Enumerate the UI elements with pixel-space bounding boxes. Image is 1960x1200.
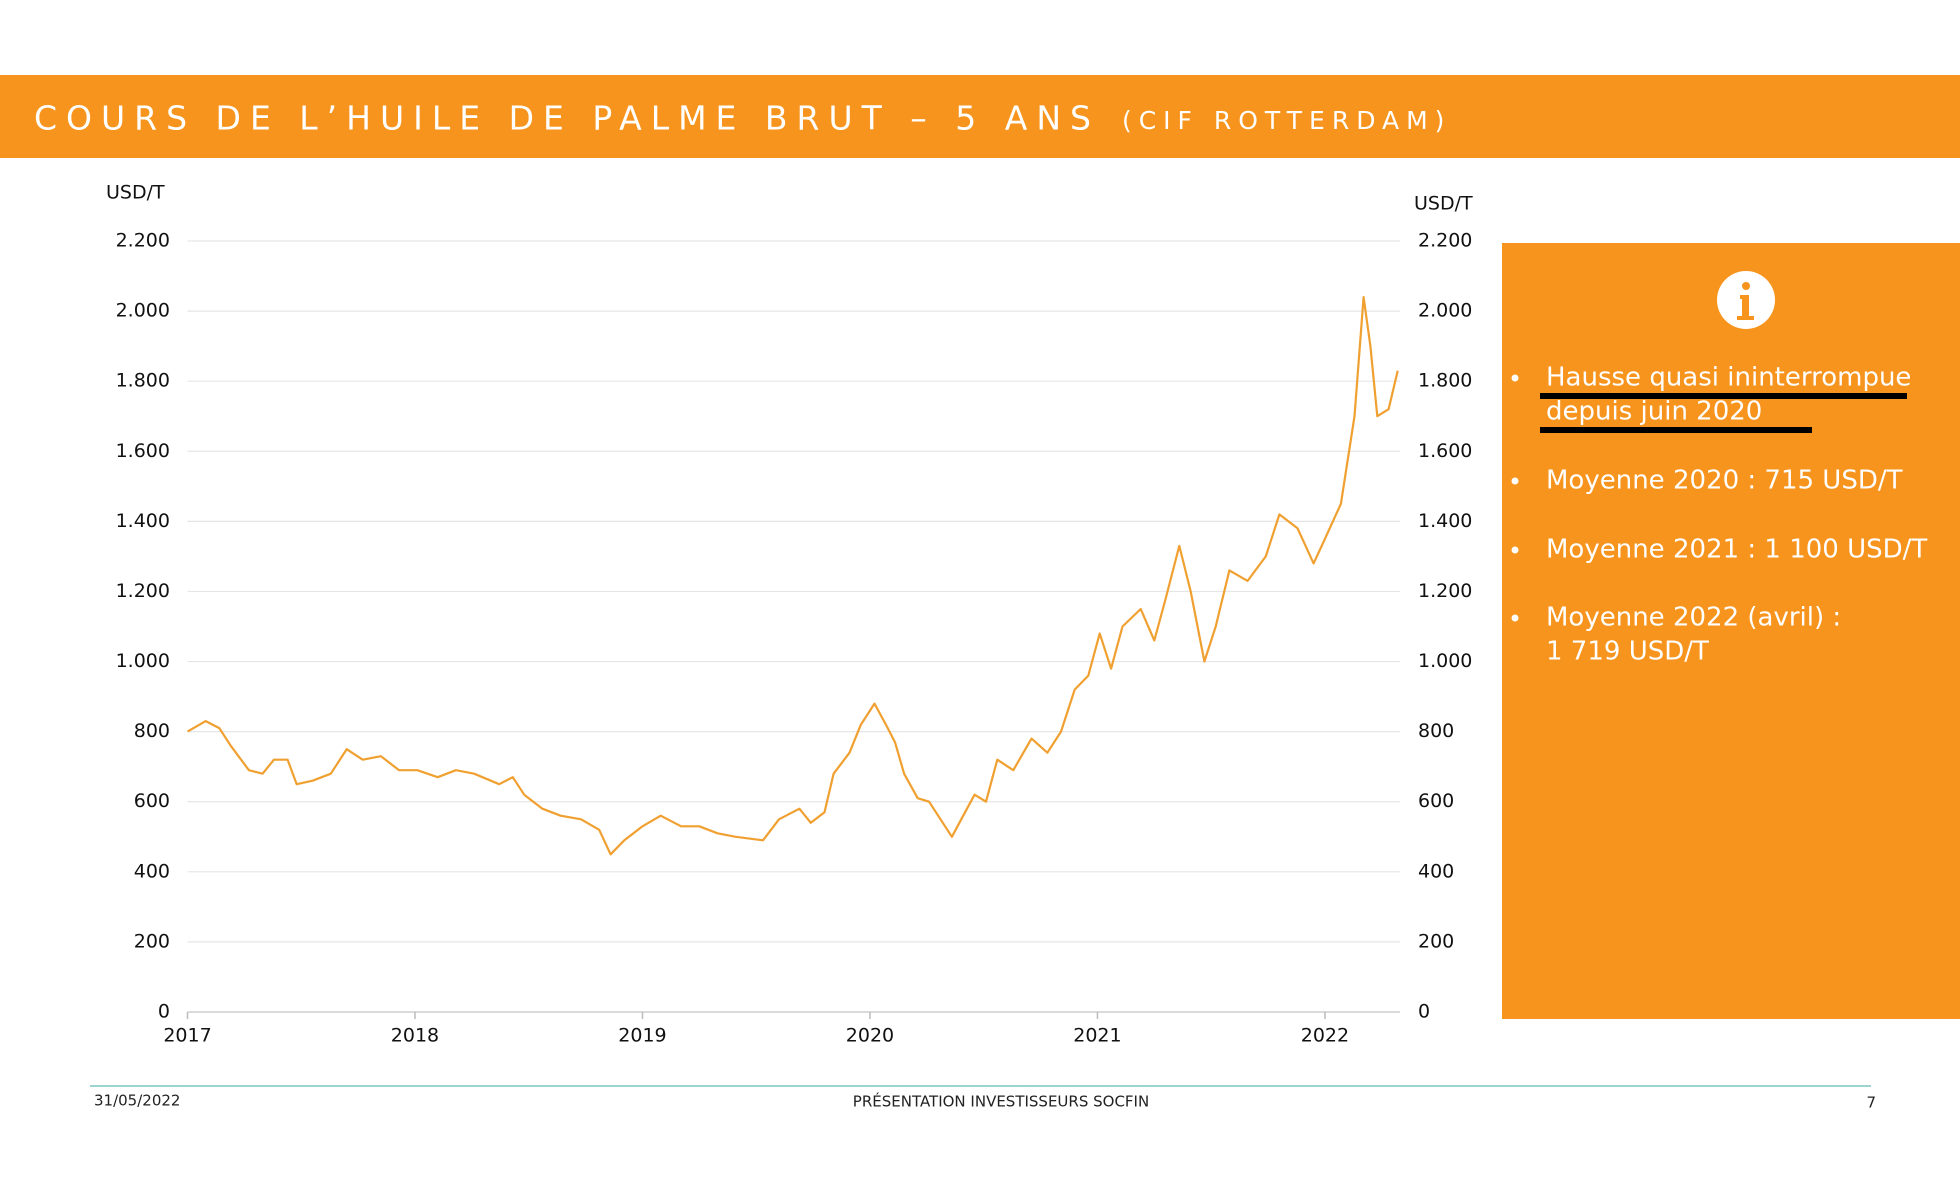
y2-axis-label: USD/T: [1414, 193, 1473, 215]
y2-tick-label: 600: [1418, 790, 1454, 812]
price-line: [186, 296, 1399, 856]
bullet-text: depuis juin 2020: [1546, 397, 1762, 427]
y-tick-label: 800: [134, 720, 170, 742]
chart-title: COURS DE L’HUILE DE PALME BRUT – 5 ANS: [34, 99, 1100, 138]
y2-tick-label: 1.800: [1418, 370, 1472, 392]
x-tick-label: 2020: [846, 1025, 894, 1047]
y-tick-label: 1.800: [116, 370, 170, 392]
y2-tick-label: 2.000: [1418, 300, 1472, 322]
info-icon-stem: [1737, 295, 1754, 320]
x-tick-label: 2021: [1073, 1025, 1121, 1047]
bullet-dot: [1511, 374, 1519, 382]
y-tick-label: 1.400: [116, 510, 170, 532]
bullet-dot: [1511, 614, 1519, 622]
footer-title: PRÉSENTATION INVESTISSEURS SOCFIN: [853, 1092, 1149, 1111]
y-tick-label: 2.000: [116, 300, 170, 322]
info-icon-dot: [1742, 282, 1750, 290]
y2-tick-label: 0: [1418, 1001, 1430, 1023]
y-tick-label: 0: [158, 1001, 170, 1023]
bullet-text: Moyenne 2021 : 1 100 USD/T: [1546, 535, 1927, 565]
bullet-text: Hausse quasi ininterrompue: [1546, 363, 1911, 393]
y2-tick-label: 800: [1418, 720, 1454, 742]
chart-subtitle: (CIF ROTTERDAM): [1122, 106, 1451, 135]
bullet-text: Moyenne 2022 (avril) :: [1546, 603, 1841, 633]
y-tick-label: 1.600: [116, 440, 170, 462]
y-tick-label: 2.200: [116, 230, 170, 252]
y2-tick-label: 1.200: [1418, 580, 1472, 602]
y-tick-label: 600: [134, 790, 170, 812]
y-tick-label: 200: [134, 930, 170, 952]
footer-date: 31/05/2022: [94, 1092, 180, 1110]
page-number: 7: [1866, 1094, 1876, 1112]
y-tick-label: 1.000: [116, 650, 170, 672]
y2-tick-label: 400: [1418, 860, 1454, 882]
y-axis-label: USD/T: [106, 182, 165, 204]
info-panel: [1502, 243, 1960, 1019]
y2-tick-label: 1.400: [1418, 510, 1472, 532]
bullet-dot: [1511, 477, 1519, 485]
x-tick-label: 2018: [391, 1025, 439, 1047]
bullet-text: Moyenne 2020 : 715 USD/T: [1546, 466, 1903, 496]
x-tick-label: 2019: [618, 1025, 666, 1047]
y-tick-label: 1.200: [116, 580, 170, 602]
y-tick-label: 400: [134, 860, 170, 882]
bullet-text: 1 719 USD/T: [1546, 637, 1709, 667]
x-tick-label: 2017: [163, 1025, 211, 1047]
bullet-dot: [1511, 546, 1519, 554]
header-bar: [0, 75, 1960, 158]
y2-tick-label: 2.200: [1418, 230, 1472, 252]
x-tick-label: 2022: [1301, 1025, 1349, 1047]
y2-tick-label: 1.600: [1418, 440, 1472, 462]
y2-tick-label: 1.000: [1418, 650, 1472, 672]
y2-tick-label: 200: [1418, 930, 1454, 952]
